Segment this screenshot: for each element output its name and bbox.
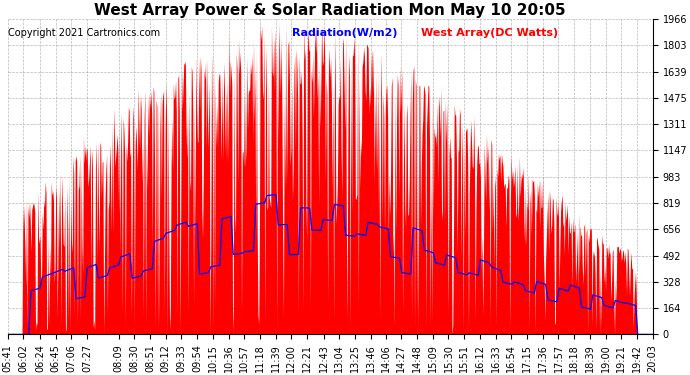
Text: Copyright 2021 Cartronics.com: Copyright 2021 Cartronics.com: [8, 28, 161, 38]
Title: West Array Power & Solar Radiation Mon May 10 20:05: West Array Power & Solar Radiation Mon M…: [95, 3, 566, 18]
Text: Radiation(W/m2): Radiation(W/m2): [292, 28, 397, 38]
Text: West Array(DC Watts): West Array(DC Watts): [421, 28, 558, 38]
